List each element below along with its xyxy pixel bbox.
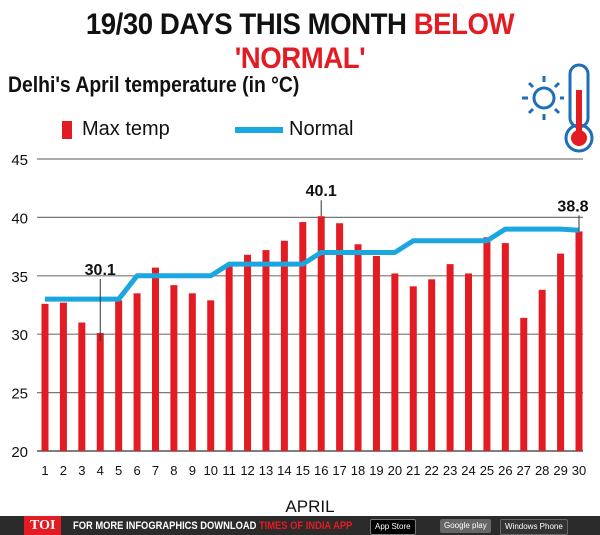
bar-max-temp-day-7	[151, 267, 159, 451]
x-tick-label: 4	[97, 463, 104, 478]
x-axis-label: APRIL	[285, 497, 334, 516]
footer-text: FOR MORE INFOGRAPHICS DOWNLOAD TIMES OF …	[73, 520, 352, 532]
x-tick-label: 6	[133, 463, 140, 478]
bar-max-temp-day-15	[299, 222, 307, 451]
x-tick-label: 26	[498, 463, 512, 478]
bar-max-temp-day-14	[280, 240, 288, 451]
bar-max-temp-day-26	[501, 243, 509, 451]
bar-max-temp-day-22	[428, 279, 436, 451]
x-tick-label: 16	[314, 463, 328, 478]
toi-logo: TOI	[24, 516, 62, 535]
bar-max-temp-day-12	[244, 254, 252, 451]
bar-max-temp-day-10	[207, 300, 215, 451]
x-tick-label: 10	[203, 463, 217, 478]
chart-title: Delhi's April temperature (in °C)	[8, 72, 300, 97]
x-tick-label: 24	[461, 463, 475, 478]
bar-max-temp-day-21	[409, 286, 417, 451]
bar-max-temp-day-18	[354, 244, 362, 451]
x-tick-label: 27	[517, 463, 531, 478]
x-tick-label: 15	[296, 463, 310, 478]
bar-max-temp-day-17	[336, 223, 344, 451]
legend-normal: Normal	[235, 118, 353, 141]
bar-max-temp-day-2	[59, 302, 67, 451]
bar-max-temp-day-3	[78, 322, 86, 451]
y-tick-label: 30	[11, 327, 28, 344]
bar-max-temp-day-4	[96, 333, 104, 451]
sun-thermometer-icon	[520, 60, 600, 160]
bar-max-temp-day-20	[391, 273, 399, 451]
headline-text: 19/30 DAYS THIS MONTH	[85, 8, 414, 41]
x-tick-label: 1	[41, 463, 48, 478]
y-tick-label: 35	[11, 269, 28, 286]
footer-text-main: FOR MORE INFOGRAPHICS DOWNLOAD	[73, 519, 260, 532]
x-tick-label: 11	[222, 463, 236, 478]
y-tick-label: 20	[11, 444, 28, 461]
app-store-badge[interactable]: App Store	[370, 519, 416, 535]
x-tick-label: 22	[424, 463, 438, 478]
windows-phone-badge[interactable]: Windows Phone	[500, 519, 568, 535]
bar-max-temp-day-1	[41, 303, 49, 451]
x-tick-label: 18	[351, 463, 365, 478]
bar-max-temp-day-6	[133, 293, 141, 451]
x-tick-label: 25	[480, 463, 494, 478]
bar-max-temp-day-9	[188, 293, 196, 451]
legend-max-temp: Max temp	[62, 118, 170, 141]
bar-max-temp-day-11	[225, 266, 233, 451]
x-tick-label: 5	[115, 463, 122, 478]
legend-label: Max temp	[82, 118, 170, 140]
bar-max-temp-day-5	[115, 300, 123, 451]
x-tick-label: 9	[189, 463, 196, 478]
headline: 19/30 DAYS THIS MONTH BELOW 'NORMAL'	[24, 8, 576, 76]
bar-max-temp-day-19	[372, 255, 380, 451]
bar-max-temp-day-23	[446, 264, 454, 451]
bar-max-temp-day-8	[170, 285, 178, 451]
x-tick-label: 17	[332, 463, 346, 478]
annotation-label: 40.1	[306, 183, 337, 200]
x-tick-label: 19	[369, 463, 383, 478]
x-tick-label: 29	[553, 463, 567, 478]
x-tick-label: 2	[60, 463, 67, 478]
y-tick-label: 25	[11, 386, 28, 403]
legend-swatch-line	[235, 126, 283, 133]
x-tick-label: 14	[277, 463, 291, 478]
bar-max-temp-day-16	[317, 216, 325, 451]
legend-label: Normal	[289, 118, 354, 140]
bar-max-temp-day-28	[538, 289, 546, 451]
bar-max-temp-day-13	[262, 250, 270, 451]
bar-max-temp-day-24	[465, 273, 473, 451]
bar-max-temp-day-30	[575, 231, 583, 451]
annotation-label: 30.1	[85, 262, 116, 279]
headline-highlight: BELOW 'NORMAL'	[234, 8, 515, 75]
x-tick-label: 30	[572, 463, 586, 478]
x-tick-label: 12	[240, 463, 254, 478]
bar-max-temp-day-29	[557, 253, 565, 451]
normal-line	[45, 226, 580, 302]
legend-swatch-bar	[62, 120, 72, 139]
x-tick-label: 20	[388, 463, 402, 478]
x-tick-label: 23	[443, 463, 457, 478]
bar-max-temp-day-27	[520, 317, 528, 451]
bar-max-temp-day-25	[483, 237, 491, 451]
x-tick-label: 7	[152, 463, 159, 478]
google-play-badge[interactable]: Google play	[440, 519, 491, 533]
x-tick-label: 3	[78, 463, 85, 478]
x-tick-label: 13	[259, 463, 273, 478]
footer-text-app: TIMES OF INDIA APP	[259, 519, 353, 532]
x-tick-label: 21	[406, 463, 420, 478]
x-tick-label: 8	[170, 463, 177, 478]
y-tick-label: 40	[11, 210, 28, 227]
annotation-label: 38.8	[557, 198, 588, 215]
x-tick-label: 28	[535, 463, 549, 478]
y-tick-label: 45	[11, 152, 28, 169]
